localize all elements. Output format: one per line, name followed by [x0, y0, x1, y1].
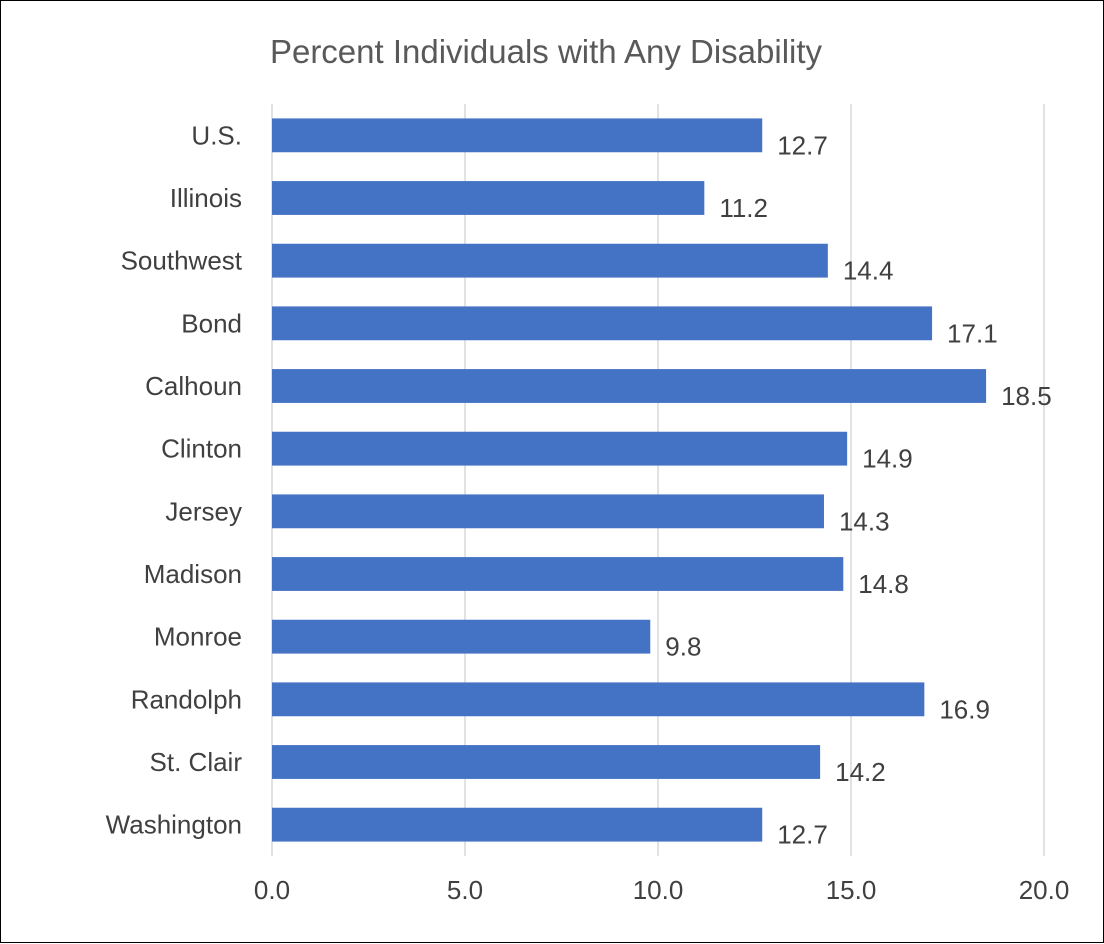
bar: [272, 431, 848, 466]
category-labels: U.S. Illinois Southwest Bond Calhoun Clinton J…: [106, 120, 243, 839]
bar: [272, 369, 987, 403]
x-tick-label: 0.0: [254, 875, 290, 905]
bar: [272, 745, 821, 779]
data-labels: 12.7 11.2 14.4 17.1 18.5 14.9 14.3 14.8 9.8 16.9 1…: [665, 130, 1051, 849]
bars: [272, 118, 987, 842]
category-label: St. Clair: [150, 747, 243, 777]
bar: [272, 118, 763, 153]
data-label: 9.8: [665, 632, 701, 662]
data-label: 14.3: [839, 506, 890, 536]
bar: [272, 181, 705, 215]
x-tick-labels: 0.0 5.0 10.0 15.0 20.0: [254, 875, 1069, 905]
x-tick-label: 5.0: [447, 875, 483, 905]
category-label: Clinton: [161, 434, 242, 464]
category-label: U.S.: [191, 120, 242, 150]
category-label: Calhoun: [145, 371, 242, 401]
category-label: Bond: [181, 308, 242, 338]
bar: [272, 243, 828, 278]
category-label: Randolph: [131, 684, 242, 714]
bar: [272, 619, 651, 654]
x-tick-label: 10.0: [633, 875, 684, 905]
x-tick-label: 15.0: [826, 875, 877, 905]
bar: [272, 306, 933, 341]
category-label: Jersey: [165, 496, 242, 526]
data-label: 14.2: [835, 757, 886, 787]
data-label: 12.7: [777, 820, 828, 850]
bar: [272, 807, 763, 842]
bar: [272, 557, 844, 591]
data-label: 14.8: [858, 569, 909, 599]
chart-title: Percent Individuals with Any Disability: [270, 33, 823, 70]
bar: [272, 494, 824, 529]
category-label: Southwest: [121, 246, 243, 276]
x-tick-label: 20.0: [1019, 875, 1070, 905]
data-label: 11.2: [719, 193, 768, 223]
data-label: 16.9: [939, 694, 990, 724]
grid-lines: [271, 104, 1045, 856]
data-label: 18.5: [1001, 381, 1052, 411]
category-label: Monroe: [154, 622, 242, 652]
data-label: 14.9: [862, 444, 913, 474]
data-label: 12.7: [777, 130, 828, 160]
category-label: Madison: [144, 559, 242, 589]
data-label: 14.4: [843, 256, 894, 286]
bar: [272, 682, 925, 717]
category-label: Illinois: [170, 183, 242, 213]
data-label: 17.1: [947, 318, 998, 348]
category-label: Washington: [106, 810, 242, 840]
